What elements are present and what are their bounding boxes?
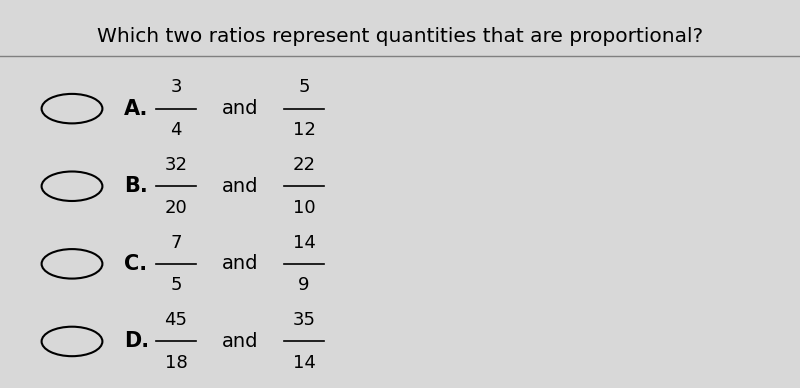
Text: and: and — [222, 99, 258, 118]
Text: 14: 14 — [293, 234, 315, 251]
Text: Which two ratios represent quantities that are proportional?: Which two ratios represent quantities th… — [97, 27, 703, 46]
Text: 4: 4 — [170, 121, 182, 139]
Text: and: and — [222, 255, 258, 273]
Text: 9: 9 — [298, 276, 310, 294]
Text: 14: 14 — [293, 354, 315, 372]
Text: 45: 45 — [165, 311, 187, 329]
Text: 5: 5 — [298, 78, 310, 96]
Text: B.: B. — [124, 176, 148, 196]
Text: 20: 20 — [165, 199, 187, 217]
Text: 3: 3 — [170, 78, 182, 96]
Text: C.: C. — [124, 254, 147, 274]
Text: and: and — [222, 177, 258, 196]
Text: 10: 10 — [293, 199, 315, 217]
Text: 18: 18 — [165, 354, 187, 372]
Text: 7: 7 — [170, 234, 182, 251]
Text: 5: 5 — [170, 276, 182, 294]
Text: D.: D. — [124, 331, 149, 352]
Text: 12: 12 — [293, 121, 315, 139]
Text: A.: A. — [124, 99, 148, 119]
Text: 32: 32 — [165, 156, 187, 174]
Text: 22: 22 — [293, 156, 315, 174]
Text: 35: 35 — [293, 311, 315, 329]
Text: and: and — [222, 332, 258, 351]
